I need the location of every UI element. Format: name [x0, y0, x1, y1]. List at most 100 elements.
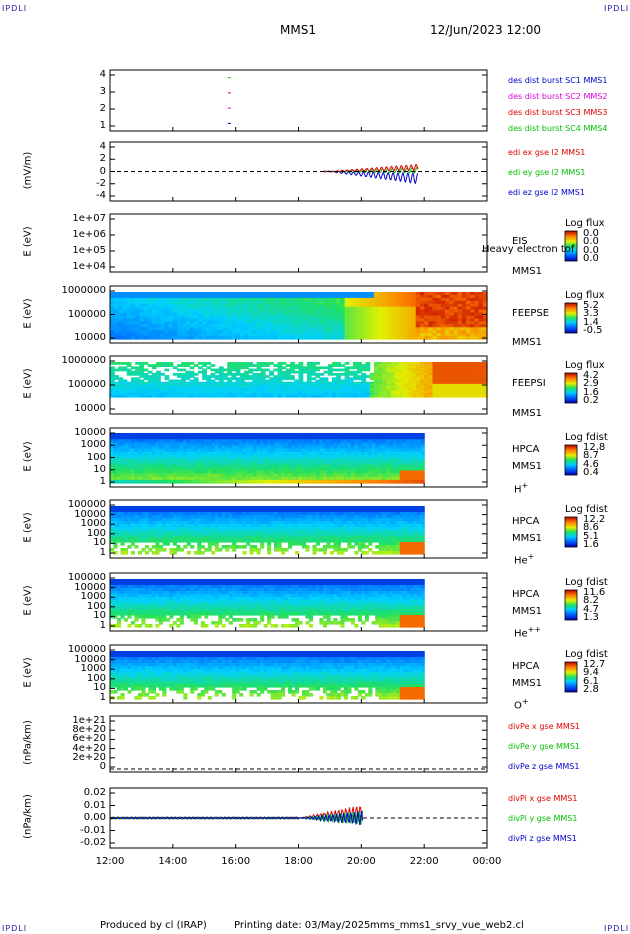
feepsi-cell — [298, 366, 304, 370]
hpca_h-cell — [137, 439, 143, 443]
feepse-cell — [386, 324, 392, 328]
feepse-cell — [197, 294, 203, 299]
feepse-cell — [461, 300, 467, 305]
hpca_h-cell — [403, 442, 408, 447]
hpca_h-cell — [176, 476, 181, 481]
hpca_he-cell — [155, 515, 160, 519]
hpca_h-cell — [225, 454, 230, 459]
feepse-cell — [290, 321, 295, 325]
feepsi-cell — [177, 383, 182, 387]
feepse-cell — [445, 294, 450, 299]
feepsi-cell — [160, 364, 166, 367]
feepsi-cell — [403, 368, 409, 372]
hpca_h-cell — [263, 464, 268, 468]
feepse-cell — [419, 330, 425, 334]
hpca_he-cell — [239, 524, 244, 528]
hpca_h-cell — [417, 464, 422, 468]
hpca_h-cell — [322, 448, 328, 453]
feepsi-cell — [185, 362, 191, 365]
feepse-cell — [239, 300, 245, 305]
feepsi-cell — [445, 372, 450, 376]
feepsi-cell — [436, 366, 442, 370]
feepse-cell — [239, 327, 245, 331]
feepse-cell — [273, 315, 279, 320]
hpca_h-cell — [392, 479, 397, 484]
feepsi-cell — [357, 383, 362, 387]
feepsi-cell — [156, 388, 161, 392]
feepse-cell — [390, 303, 396, 308]
feepse-cell — [432, 333, 438, 337]
feepsi-cell — [227, 386, 233, 389]
feepsi-cell — [482, 388, 488, 392]
feepsi-cell — [419, 383, 425, 387]
hpca_h-cell — [392, 439, 397, 443]
hpca_h-cell — [350, 454, 355, 459]
feepsi-cell — [336, 394, 341, 398]
feepse-cell — [172, 333, 178, 337]
feepsi-cell — [273, 388, 279, 392]
feepse-cell — [260, 300, 266, 305]
feepsi-cell — [193, 394, 199, 398]
hpca_h-cell — [298, 476, 303, 481]
hpca_he-cell — [200, 551, 205, 555]
feepsi-cell — [323, 390, 329, 394]
hpca_h-cell — [141, 442, 146, 447]
feepse-cell — [294, 324, 300, 328]
hpca_h-cell — [315, 473, 321, 478]
feepsi-cell — [244, 381, 249, 385]
feepsi-cell — [315, 379, 321, 383]
feepse-cell — [461, 294, 467, 299]
hpca_h-cell — [113, 464, 118, 468]
feepsi-cell — [344, 379, 350, 383]
hpca_h-cell — [239, 445, 244, 450]
feepse-cell — [415, 318, 421, 322]
hpca_he-cell — [137, 530, 143, 534]
hpca_h-cell — [249, 442, 254, 447]
feepse-cell — [185, 306, 191, 311]
feepse-cell — [244, 312, 249, 317]
feepsi-cell — [290, 390, 295, 394]
hpca_h-cell — [144, 458, 149, 462]
feepsi-cell — [445, 364, 450, 367]
hpca_he-cell — [281, 533, 286, 537]
hpca_h-cell — [364, 433, 369, 437]
feepse-cell — [407, 330, 413, 334]
feepse-cell — [118, 292, 124, 296]
feepse-cell — [214, 294, 220, 299]
feepse-cell — [390, 300, 396, 305]
feepse-cell — [470, 336, 476, 340]
hpca_he-cell — [172, 521, 177, 525]
hpca_he-cell — [186, 506, 191, 510]
feepse-cell — [252, 333, 258, 337]
hpca_he-cell — [172, 512, 177, 516]
feepsi-cell — [273, 381, 279, 385]
feepsi-cell — [424, 383, 429, 387]
feepsi-cell — [390, 364, 396, 367]
feepsi-cell — [428, 372, 434, 376]
feepse-cell — [319, 292, 325, 296]
hpca_h-cell — [116, 479, 122, 484]
feepse-cell — [390, 321, 396, 325]
hpca_h-cell — [211, 458, 216, 462]
hpca_he-cell — [130, 506, 136, 510]
feepsi-cell — [214, 388, 220, 392]
hpca_h-cell — [162, 445, 167, 450]
feepse-cell — [273, 306, 279, 311]
hpca_h-cell — [151, 439, 156, 443]
feepse-cell — [399, 294, 404, 299]
hpca_h-cell — [413, 467, 418, 472]
hpca_h-cell — [246, 436, 251, 440]
hpca_he-cell — [179, 548, 184, 552]
hpca_h-cell — [406, 458, 411, 462]
hpca_h-cell — [263, 467, 268, 472]
feepse-cell — [139, 318, 145, 322]
feepsi-cell — [394, 370, 400, 374]
hpca_h-cell — [295, 470, 300, 475]
feepse-cell — [306, 330, 312, 334]
feepsi-cell — [281, 375, 287, 378]
feepse-cell — [290, 300, 295, 305]
hpca_h-cell — [123, 448, 129, 453]
feepse-cell — [260, 330, 266, 334]
hpca_h-cell — [113, 448, 118, 453]
hpca_h-cell — [155, 433, 160, 437]
